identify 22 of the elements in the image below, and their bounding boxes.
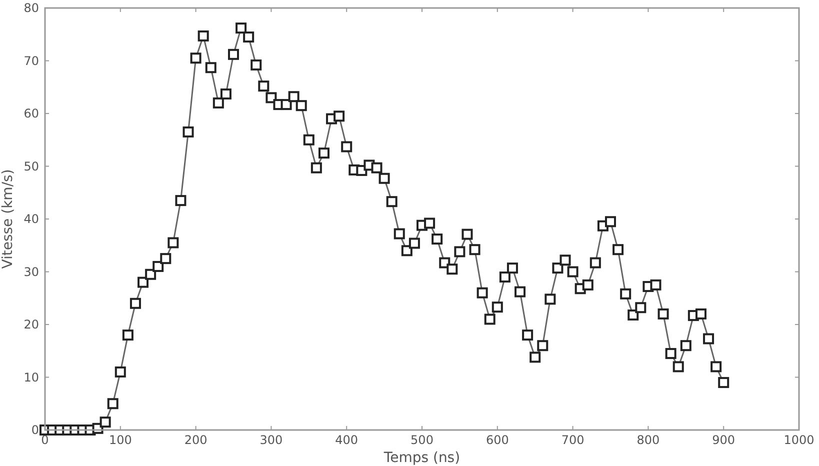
x-tick-label: 1000 (784, 433, 814, 447)
x-axis-title: Temps (ns) (382, 450, 460, 466)
x-tick-label: 100 (108, 433, 132, 447)
y-tick-label: 0 (31, 423, 39, 438)
y-tick-label: 80 (24, 1, 39, 16)
x-tick-label: 600 (486, 433, 509, 447)
x-tick-label: 500 (410, 433, 434, 447)
x-tick-label: 800 (636, 433, 660, 447)
y-tick-label: 20 (24, 318, 39, 332)
x-tick-label: 400 (335, 433, 358, 447)
y-tick-label: 40 (24, 212, 39, 226)
x-tick-label: 200 (184, 433, 208, 447)
y-tick-label: 30 (24, 264, 39, 279)
y-tick-label: 10 (24, 370, 39, 384)
y-axis-title: Vitesse (km/s) (0, 169, 16, 269)
x-tick-label: 0 (41, 433, 49, 447)
y-tick-label: 50 (24, 159, 39, 174)
x-tick-label: 900 (712, 433, 736, 447)
y-tick-label: 70 (24, 54, 39, 68)
x-tick-label: 300 (260, 433, 283, 447)
x-tick-label: 700 (561, 433, 584, 447)
y-tick-label: 60 (24, 106, 39, 121)
